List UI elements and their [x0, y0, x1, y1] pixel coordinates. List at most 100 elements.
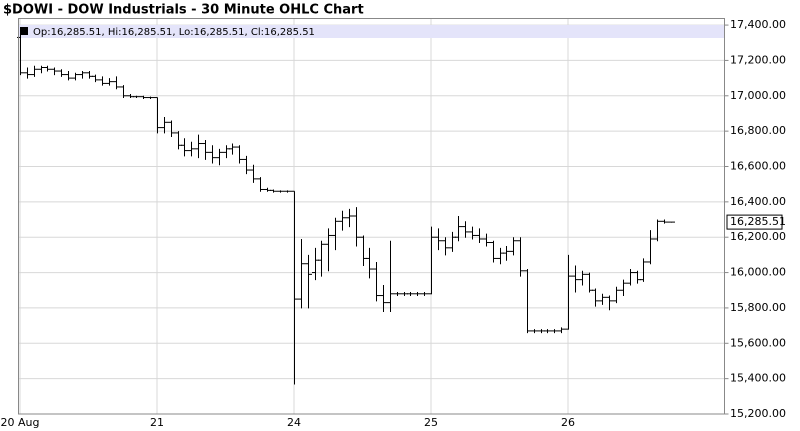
ohlc-bar [318, 240, 325, 277]
info-marker [20, 27, 28, 35]
ohlc-bar [202, 139, 209, 160]
ohlc-bar [51, 67, 58, 76]
ohlc-bar [236, 145, 243, 164]
ohlc-bar [113, 76, 120, 90]
ohlc-bar [510, 237, 517, 256]
ohlc-bar [120, 85, 127, 99]
ohlc-bar [195, 134, 202, 159]
info-label: Op:16,285.51, Hi:16,285.51, Lo:16,285.51… [33, 27, 315, 38]
ohlc-bar [394, 292, 401, 297]
ohlc-bar [407, 292, 414, 297]
ohlc-bar [592, 288, 599, 307]
ohlc-bar [181, 138, 188, 157]
y-tick-label: 16,400.00 [730, 195, 786, 208]
ohlc-bar [154, 97, 161, 134]
ohlc-bar [257, 177, 264, 192]
ohlc-bar [79, 71, 86, 79]
ohlc-bar [387, 240, 394, 312]
ohlc-bar [640, 258, 647, 282]
ohlc-bar [284, 190, 291, 193]
y-tick-label: 17,400.00 [730, 18, 786, 31]
last-price-box [726, 214, 783, 230]
y-tick-label: 15,800.00 [730, 301, 786, 314]
ohlc-bar [92, 74, 99, 83]
ohlc-bar [620, 279, 627, 297]
ohlc-bar [661, 219, 668, 224]
ohlc-bar [72, 72, 79, 81]
x-tick-label: 25 [424, 416, 438, 429]
ohlc-bar [462, 221, 469, 238]
y-tick-label: 15,200.00 [730, 407, 786, 420]
ohlc-bar [44, 65, 51, 72]
ohlc-bar [435, 228, 442, 251]
ohlc-bar [24, 67, 31, 79]
ohlc-bar [140, 95, 147, 99]
ohlc-bar [270, 189, 277, 193]
ohlc-bar [250, 164, 257, 183]
ohlc-bar [531, 329, 538, 334]
ohlc-bar [517, 237, 524, 277]
ohlc-bar [168, 120, 175, 137]
ohlc-bar [58, 69, 65, 77]
ohlc-bar [31, 65, 38, 77]
ohlc-bar [469, 226, 476, 240]
x-tick-label: 24 [287, 416, 301, 429]
y-tick-label: 17,200.00 [730, 53, 786, 66]
ohlc-bar [455, 216, 462, 242]
ohlc-bar [654, 219, 661, 242]
ohlc-bar [490, 240, 497, 263]
ohlc-bar [373, 261, 380, 302]
ohlc-bar [161, 117, 168, 134]
y-tick-label: 15,600.00 [730, 336, 786, 349]
ohlc-bar [277, 190, 284, 193]
ohlc-bar [421, 292, 428, 297]
ohlc-bar [599, 293, 606, 305]
x-tick-label: 26 [561, 416, 575, 429]
last-price-label: 16,285.51 [730, 215, 786, 228]
ohlc-bar [65, 71, 72, 81]
info-bar [18, 25, 725, 38]
chart-title: $DOWI - DOW Industrials - 30 Minute OHLC… [3, 3, 364, 18]
ohlc-bar [551, 329, 558, 334]
ohlc-bar [476, 228, 483, 244]
ohlc-bar [353, 207, 360, 247]
ohlc-bar [298, 238, 305, 309]
ohlc-bar [606, 295, 613, 311]
ohlc-bar [147, 96, 154, 99]
ohlc-bar [216, 148, 223, 166]
ohlc-bar [229, 143, 236, 155]
ohlc-bar [366, 247, 373, 279]
ohlc-bar [380, 284, 387, 312]
ohlc-bar [544, 329, 551, 334]
ohlc-bar [668, 221, 675, 223]
x-tick-label: 20 Aug [1, 416, 40, 429]
ohlc-bar [565, 254, 572, 330]
bars [17, 30, 675, 385]
ohlc-bar [346, 208, 353, 228]
ohlc-bar [243, 155, 250, 175]
y-tick-label: 16,600.00 [730, 160, 786, 173]
ohlc-bar [325, 228, 332, 272]
ohlc-bar [414, 292, 421, 297]
y-tick-label: 16,800.00 [730, 124, 786, 137]
ohlc-bar [558, 327, 565, 334]
ohlc-bar [291, 190, 298, 385]
ohlc-bar [99, 76, 106, 86]
ohlc-bar [524, 269, 531, 334]
ohlc-bar [133, 95, 140, 99]
ohlc-bar [209, 145, 216, 164]
ohlc-bar [647, 230, 654, 265]
ohlc-bar [305, 254, 312, 309]
y-tick-label: 16,200.00 [730, 230, 786, 243]
ohlc-bar [106, 78, 113, 86]
ohlc-bar [428, 226, 435, 295]
ohlc-bar [613, 286, 620, 304]
y-tick-label: 17,000.00 [730, 89, 786, 102]
ohlc-bar [188, 141, 195, 157]
ohlc-bar [339, 210, 346, 231]
ohlc-bar [332, 217, 339, 251]
y-tick-label: 16,000.00 [730, 266, 786, 279]
ohlc-bar [483, 233, 490, 247]
